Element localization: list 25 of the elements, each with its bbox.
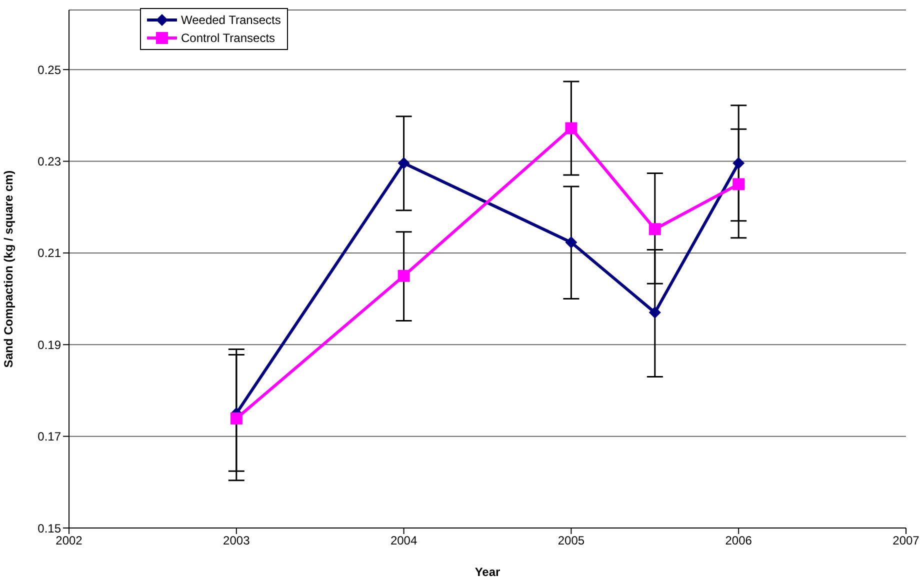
y-tick-label: 0.23 <box>38 154 62 169</box>
point <box>732 178 745 190</box>
y-tick-label: 0.25 <box>38 62 62 77</box>
x-tick-label: 2006 <box>725 534 752 548</box>
point <box>648 306 661 319</box>
point <box>648 223 661 236</box>
point <box>398 270 410 282</box>
x-tick-label: 2004 <box>390 534 418 548</box>
point <box>565 122 578 134</box>
y-tick-label: 0.19 <box>38 338 62 352</box>
point <box>732 157 745 170</box>
y-tick-label: 0.21 <box>38 246 62 260</box>
x-tick-label: 2005 <box>558 534 585 548</box>
point <box>398 157 410 170</box>
x-tick-label: 2007 <box>892 534 920 548</box>
point <box>565 236 578 248</box>
x-tick-label: 2002 <box>56 534 83 548</box>
x-tick-label: 2003 <box>223 534 250 548</box>
y-tick-label: 0.15 <box>38 521 62 536</box>
point <box>230 412 242 424</box>
legend-label: Control Transects <box>181 31 276 45</box>
x-axis-title: Year <box>474 565 501 579</box>
y-tick-label: 0.17 <box>38 430 62 444</box>
y-axis-title: Sand Compaction (kg / square cm) <box>1 170 16 368</box>
legend-label: Weeded Transects <box>181 13 281 27</box>
